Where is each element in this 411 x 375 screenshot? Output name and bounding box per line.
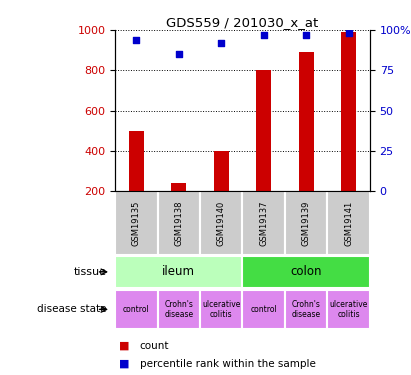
Text: percentile rank within the sample: percentile rank within the sample [140, 359, 316, 369]
Bar [256, 70, 271, 231]
Text: ulcerative
colitis: ulcerative colitis [330, 300, 368, 319]
Bar [328, 290, 370, 329]
Bar [115, 290, 157, 329]
Text: ■: ■ [119, 341, 130, 351]
Text: GSM19139: GSM19139 [302, 200, 311, 246]
Text: GSM19135: GSM19135 [132, 200, 141, 246]
Point [303, 32, 309, 38]
Text: GSM19141: GSM19141 [344, 201, 353, 246]
Bar [285, 191, 328, 255]
Point [261, 32, 267, 38]
Point [345, 30, 352, 36]
Point [218, 40, 224, 46]
Bar [171, 183, 186, 231]
Bar [115, 191, 157, 255]
Text: control: control [250, 305, 277, 314]
Bar [299, 52, 314, 231]
Text: disease state: disease state [37, 304, 107, 314]
Title: GDS559 / 201030_x_at: GDS559 / 201030_x_at [166, 16, 319, 29]
Point [133, 37, 140, 43]
Bar [242, 290, 285, 329]
Text: GSM19137: GSM19137 [259, 200, 268, 246]
Bar [214, 151, 229, 231]
Text: ileum: ileum [162, 266, 195, 278]
Text: GSM19138: GSM19138 [174, 200, 183, 246]
Text: Crohn's
disease: Crohn's disease [292, 300, 321, 319]
Bar [157, 191, 200, 255]
Bar [129, 131, 144, 231]
Text: colon: colon [291, 266, 322, 278]
Text: count: count [140, 341, 169, 351]
Bar [242, 191, 285, 255]
Bar [242, 256, 370, 288]
Point [175, 51, 182, 57]
Bar [328, 191, 370, 255]
Text: control: control [123, 305, 150, 314]
Bar [341, 32, 356, 231]
Text: ■: ■ [119, 359, 130, 369]
Bar [157, 290, 200, 329]
Text: tissue: tissue [74, 267, 107, 277]
Bar [200, 290, 242, 329]
Text: ulcerative
colitis: ulcerative colitis [202, 300, 240, 319]
Text: GSM19140: GSM19140 [217, 201, 226, 246]
Bar [200, 191, 242, 255]
Text: Crohn's
disease: Crohn's disease [164, 300, 193, 319]
Bar [115, 256, 242, 288]
Bar [285, 290, 328, 329]
